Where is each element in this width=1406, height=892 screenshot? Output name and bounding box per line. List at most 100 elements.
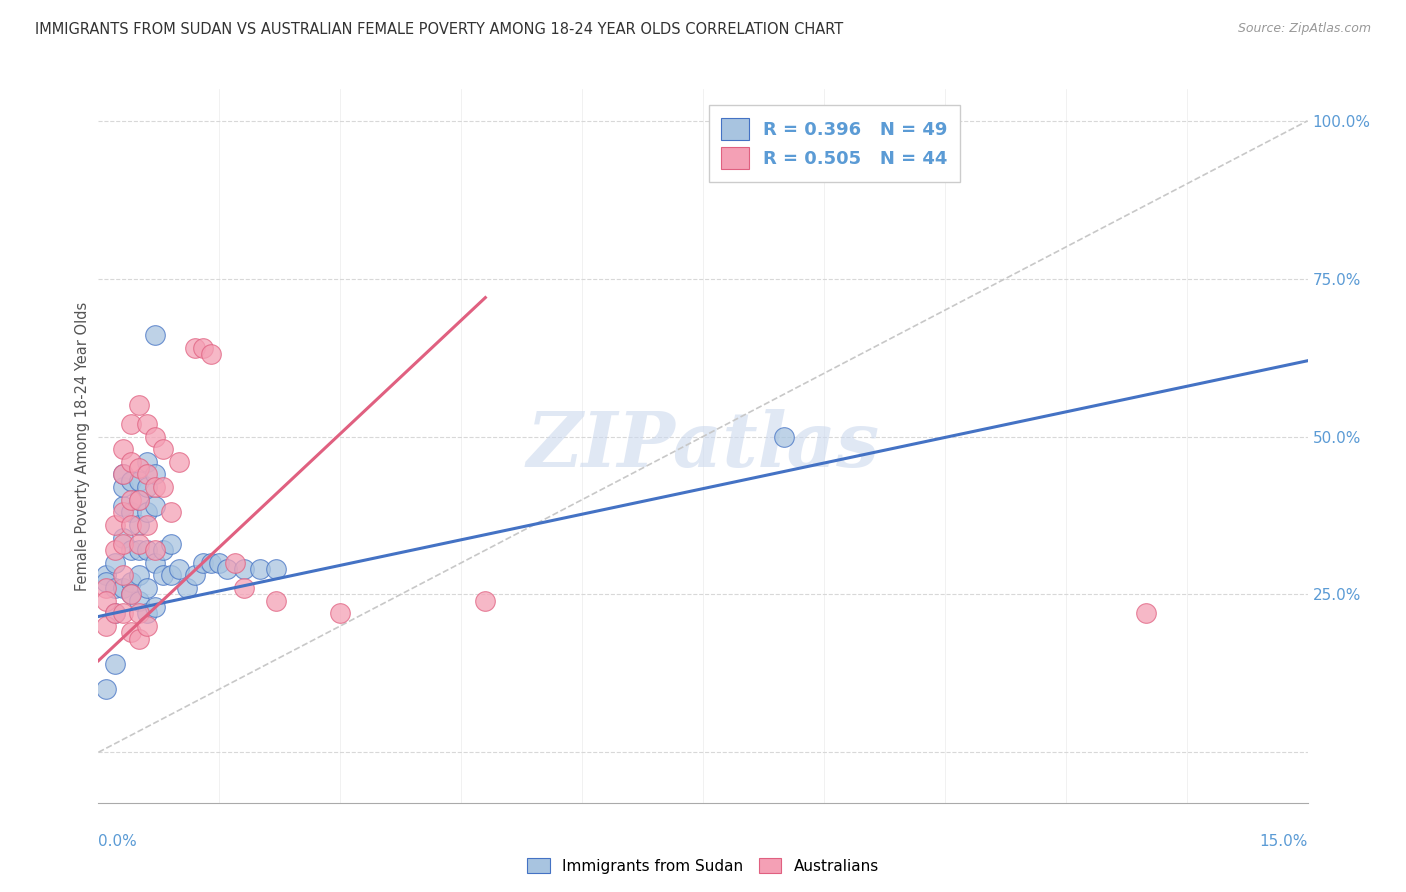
Point [103, 607, 125, 621]
Point [200, 347, 222, 361]
Point [143, 467, 166, 482]
Point [120, 587, 142, 601]
Point [135, 467, 157, 482]
Point [111, 568, 134, 582]
Point [143, 556, 166, 570]
Legend: R = 0.396   N = 49, R = 0.505   N = 44: R = 0.396 N = 49, R = 0.505 N = 44 [709, 105, 960, 182]
Point [135, 607, 157, 621]
Point [111, 537, 134, 551]
Point [1135, 607, 1157, 621]
Point [128, 492, 150, 507]
Point [128, 543, 150, 558]
Point [128, 537, 150, 551]
Point [232, 562, 254, 576]
Point [249, 562, 271, 576]
Point [128, 461, 150, 475]
Point [128, 593, 150, 607]
Point [128, 568, 150, 582]
Point [128, 517, 150, 532]
Point [167, 455, 190, 469]
Y-axis label: Female Poverty Among 18-24 Year Olds: Female Poverty Among 18-24 Year Olds [75, 301, 90, 591]
Point [111, 442, 134, 457]
Point [135, 455, 157, 469]
Point [232, 581, 254, 595]
Point [143, 543, 166, 558]
Point [217, 562, 239, 576]
Text: IMMIGRANTS FROM SUDAN VS AUSTRALIAN FEMALE POVERTY AMONG 18-24 YEAR OLDS CORRELA: IMMIGRANTS FROM SUDAN VS AUSTRALIAN FEMA… [35, 22, 844, 37]
Point [103, 657, 125, 671]
Point [329, 607, 352, 621]
Point [143, 480, 166, 494]
Point [135, 417, 157, 431]
Point [200, 556, 222, 570]
Point [224, 556, 246, 570]
Point [184, 341, 207, 355]
Point [193, 341, 215, 355]
Point [120, 455, 142, 469]
Point [772, 429, 794, 443]
Point [103, 556, 125, 570]
Point [103, 543, 125, 558]
Point [135, 517, 157, 532]
Text: 15.0%: 15.0% [1260, 834, 1308, 849]
Point [143, 328, 166, 343]
Point [111, 467, 134, 482]
Point [193, 556, 215, 570]
Text: Source: ZipAtlas.com: Source: ZipAtlas.com [1237, 22, 1371, 36]
Point [128, 492, 150, 507]
Point [208, 556, 231, 570]
Point [152, 543, 174, 558]
Point [152, 568, 174, 582]
Point [103, 581, 125, 595]
Point [160, 505, 183, 519]
Point [120, 417, 142, 431]
Point [96, 619, 118, 633]
Point [143, 499, 166, 513]
Point [184, 568, 207, 582]
Point [264, 562, 287, 576]
Text: 0.0%: 0.0% [98, 834, 138, 849]
Point [96, 682, 118, 697]
Point [120, 474, 142, 488]
Point [120, 505, 142, 519]
Point [120, 492, 142, 507]
Point [128, 607, 150, 621]
Point [111, 480, 134, 494]
Point [152, 442, 174, 457]
Point [135, 543, 157, 558]
Point [96, 581, 118, 595]
Point [160, 537, 183, 551]
Point [111, 467, 134, 482]
Point [474, 593, 496, 607]
Point [111, 531, 134, 545]
Point [143, 600, 166, 615]
Point [96, 593, 118, 607]
Point [135, 480, 157, 494]
Legend: Immigrants from Sudan, Australians: Immigrants from Sudan, Australians [522, 852, 884, 880]
Point [120, 625, 142, 640]
Point [128, 474, 150, 488]
Text: ZIPatlas: ZIPatlas [526, 409, 880, 483]
Point [128, 398, 150, 412]
Point [111, 499, 134, 513]
Point [135, 619, 157, 633]
Point [120, 517, 142, 532]
Point [128, 632, 150, 646]
Point [120, 543, 142, 558]
Point [143, 429, 166, 443]
Point [135, 581, 157, 595]
Point [96, 574, 118, 589]
Point [160, 568, 183, 582]
Point [264, 593, 287, 607]
Point [120, 574, 142, 589]
Point [111, 505, 134, 519]
Point [111, 607, 134, 621]
Point [111, 581, 134, 595]
Point [176, 581, 198, 595]
Point [96, 568, 118, 582]
Point [135, 505, 157, 519]
Point [103, 517, 125, 532]
Point [103, 607, 125, 621]
Point [120, 587, 142, 601]
Point [167, 562, 190, 576]
